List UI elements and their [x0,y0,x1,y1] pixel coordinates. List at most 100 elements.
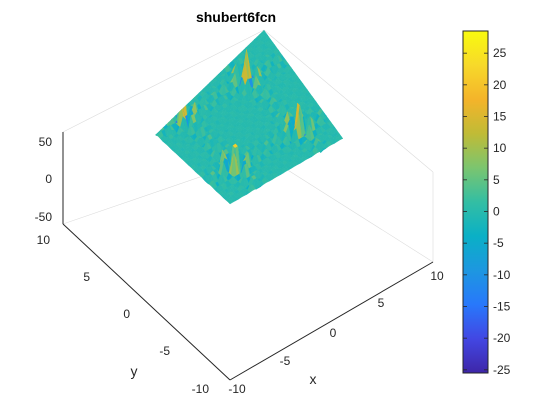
surface-patch [182,13,187,22]
surface-patch [413,79,418,82]
surface-patch [347,46,352,50]
surface-patch [327,0,332,3]
surface-patch [261,0,266,4]
surface-patch [151,107,156,113]
surface-patch [316,63,321,69]
surface-patch [247,31,252,34]
surface-patch [321,85,326,90]
surface-patch [324,24,329,32]
surface-patch [317,52,322,62]
surface-patch [87,64,92,68]
surface-patch [168,62,173,67]
surface-patch [80,58,85,61]
surface-patch [348,89,353,93]
surface-patch [329,101,334,109]
surface-patch [358,103,363,105]
surface-patch [165,62,170,65]
surface-patch [118,51,123,67]
surface-patch [349,52,354,57]
surface-patch [324,98,329,103]
surface-patch [352,65,357,69]
surface-patch [304,16,309,19]
surface-patch [85,59,90,62]
surface-patch [131,28,136,32]
surface-patch [162,100,167,109]
surface-patch [306,18,311,24]
surface-patch [117,49,122,58]
surface-patch [153,15,158,18]
surface-patch [119,18,124,21]
surface-patch [209,39,214,50]
surface-patch [180,99,185,105]
surface-patch [390,91,395,94]
surface-patch [71,45,76,49]
surface-patch [146,72,151,78]
surface-patch [354,32,359,37]
surface-patch [378,47,383,50]
surface-patch [122,36,127,41]
surface-patch [282,6,287,11]
surface-patch [235,49,240,54]
surface-patch [133,29,138,34]
surface-patch [145,97,150,103]
surface-patch [159,29,164,31]
surface-patch [180,91,185,96]
surface-patch [271,31,276,36]
surface-patch [138,111,143,116]
surface-patch [124,94,129,99]
surface-patch [145,38,150,43]
surface-patch [133,108,138,111]
surface-patch [200,50,205,54]
surface-patch [319,80,324,84]
surface-patch [171,76,176,79]
surface-patch [134,78,139,86]
surface-patch [344,11,349,17]
surface-patch [342,124,347,128]
surface-patch [328,92,333,97]
surface-patch [190,72,195,76]
surface-patch [181,97,186,100]
surface-patch [360,124,365,127]
surface-patch [396,93,401,97]
surface-patch [154,46,159,55]
surface-patch [196,81,201,86]
surface-patch [187,15,192,21]
surface-patch [173,61,178,64]
surface-patch [285,43,290,47]
surface-patch [343,117,348,120]
surface-patch [341,88,346,98]
surface-patch [136,47,141,50]
surface-patch [378,67,383,73]
surface-patch [285,22,290,24]
surface-patch [213,30,218,37]
surface-patch [130,48,135,57]
surface-patch [228,54,233,61]
surface-patch [308,26,313,33]
surface-patch [137,36,142,39]
surface-patch [155,59,160,64]
surface-patch [173,94,178,102]
surface-patch [227,25,232,30]
surface-patch [339,8,344,13]
surface-patch [266,28,271,31]
surface-patch [283,0,288,4]
surface-patch [99,30,104,40]
surface-patch [261,0,266,4]
surface-patch [126,45,131,80]
surface-patch [138,48,143,50]
surface-patch [136,87,141,91]
surface-patch [365,111,370,114]
surface-patch [188,5,193,10]
surface-patch [304,78,309,82]
surface-patch [367,48,372,52]
surface-patch [345,62,350,65]
surface-patch [292,39,297,56]
surface-patch [140,68,145,84]
surface-patch [338,107,343,115]
surface-patch [157,108,162,113]
surface-patch [206,47,211,55]
surface-patch [253,28,258,32]
surface-patch [173,24,178,30]
surface-patch [356,118,361,123]
surface-patch [172,9,177,15]
